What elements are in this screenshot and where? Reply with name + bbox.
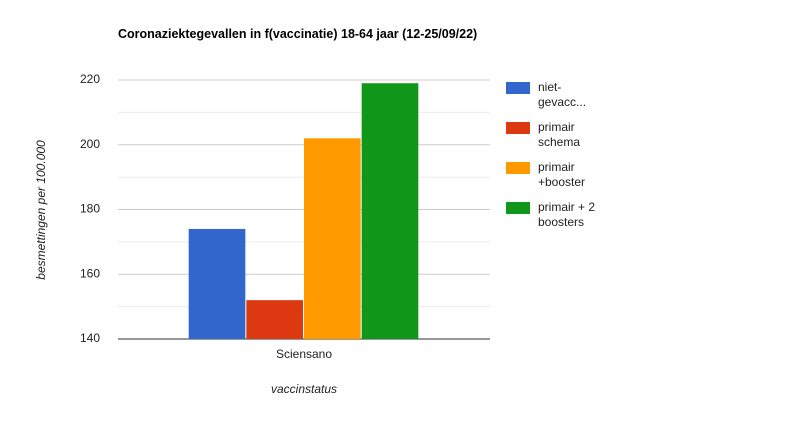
legend-item: primair schema bbox=[506, 120, 598, 150]
y-tick-label: 220 bbox=[80, 72, 100, 86]
legend-item: primair +booster bbox=[506, 160, 598, 190]
y-tick-label: 140 bbox=[80, 331, 100, 345]
legend-item: primair + 2 boosters bbox=[506, 200, 598, 230]
legend-swatch bbox=[506, 162, 530, 174]
bar bbox=[246, 300, 303, 339]
legend-label: primair + 2 boosters bbox=[538, 200, 596, 229]
x-tick-label: Sciensano bbox=[276, 347, 332, 361]
legend-label: niet-gevacc... bbox=[538, 80, 587, 109]
legend-swatch bbox=[506, 82, 530, 94]
y-tick-label: 180 bbox=[80, 202, 100, 216]
x-axis-title: vaccinstatus bbox=[271, 382, 337, 396]
chart-title: Coronaziektegevallen in f(vaccinatie) 18… bbox=[118, 27, 478, 41]
y-axis-title: besmettingen per 100.000 bbox=[34, 140, 48, 280]
y-tick-label: 160 bbox=[80, 266, 100, 280]
legend-label: primair schema bbox=[538, 120, 581, 149]
y-tick-label: 200 bbox=[80, 137, 100, 151]
bar bbox=[188, 228, 246, 339]
legend-swatch bbox=[506, 202, 530, 214]
bar bbox=[361, 83, 419, 339]
legend-label: primair +booster bbox=[538, 160, 586, 189]
bar bbox=[304, 138, 361, 339]
legend-item: niet-gevacc... bbox=[506, 80, 598, 110]
legend-swatch bbox=[506, 122, 530, 134]
